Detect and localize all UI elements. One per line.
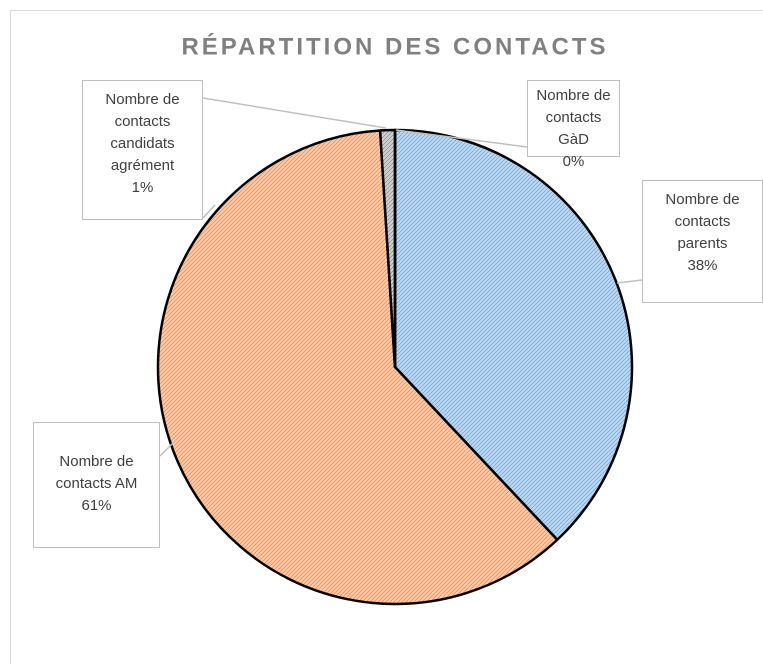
chart-border <box>10 10 763 664</box>
leader-line <box>616 279 643 284</box>
leader-line <box>202 97 387 129</box>
label-value: 0% <box>562 153 585 170</box>
label-category: Nombre de contacts parents <box>665 191 740 252</box>
pie-slice <box>393 128 634 542</box>
leader-line <box>202 204 216 219</box>
leader-lines <box>159 97 643 457</box>
leader-line <box>159 439 177 457</box>
label-value: 38% <box>687 257 718 274</box>
label-category: Nombre de contacts candidats agrément <box>105 91 180 174</box>
chart-title: RÉPARTITION DES CONTACTS <box>181 32 608 60</box>
leader-line <box>395 129 528 148</box>
label-category: Nombre de contacts GàD <box>536 87 611 148</box>
data-label: Nombre de contacts GàD 0% <box>527 80 620 170</box>
label-category: Nombre de contacts AM <box>55 453 138 492</box>
data-label: Nombre de contacts candidats agrément 1% <box>82 80 203 220</box>
data-label: Nombre de contacts parents 38% <box>642 180 763 303</box>
label-value: 1% <box>131 179 154 196</box>
label-value: 61% <box>81 497 112 514</box>
pie-slice <box>156 129 559 606</box>
data-label: Nombre de contacts AM 61% <box>33 422 160 548</box>
